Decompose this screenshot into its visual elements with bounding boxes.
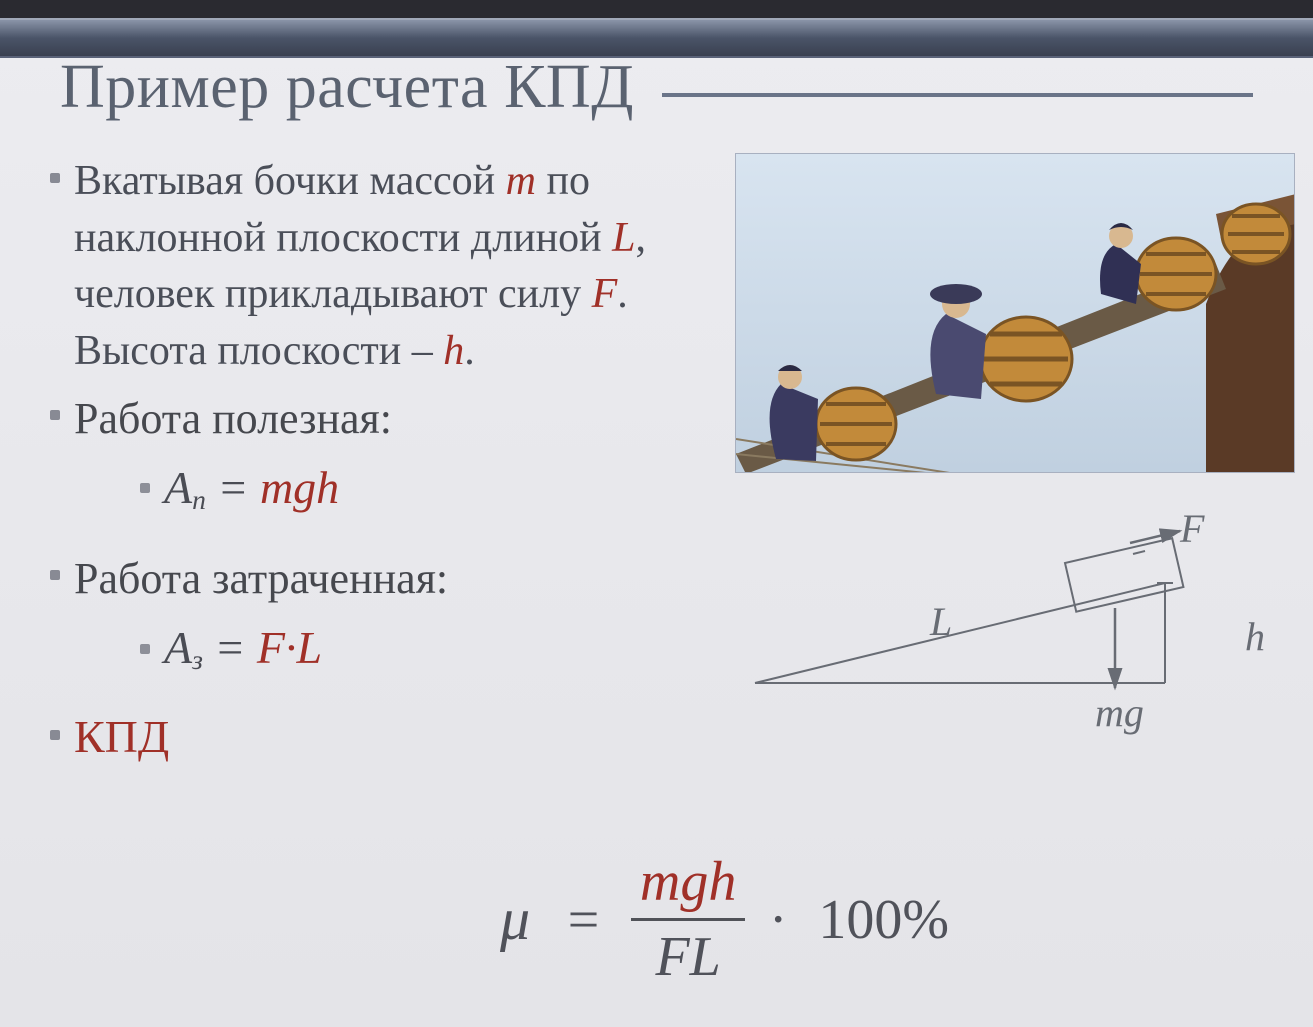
person-middle (930, 284, 1072, 401)
inclined-plane-diagram: L F h mg (735, 513, 1295, 713)
spent-work-formula-row: Aз = F·L (140, 621, 705, 676)
kpd-bullet: КПД (50, 710, 705, 763)
spent-work-label: Работа затраченная: (74, 550, 448, 607)
spent-work-bullet: Работа затраченная: (50, 550, 705, 607)
barrel-top (1222, 204, 1290, 264)
var-m: m (506, 158, 536, 204)
useful-work-bullet: Работа полезная: (50, 390, 705, 447)
mu-symbol: μ (500, 885, 530, 954)
formula-percent: 100% (818, 888, 949, 952)
formula-lhs-sym: A (164, 462, 192, 513)
diagram-label-L: L (930, 598, 952, 645)
bullet-dot-icon (140, 483, 150, 493)
diagram-label-h: h (1245, 613, 1265, 660)
var-L: L (612, 215, 635, 261)
formula-rhs: mgh (260, 462, 339, 513)
illustration-svg (736, 154, 1295, 473)
intro-part-0: Вкатывая бочки массой (74, 158, 506, 204)
useful-work-formula-row: Aп = mgh (140, 461, 705, 516)
bullet-dot-icon (50, 570, 60, 580)
barrel-ramp-illustration (735, 153, 1295, 473)
spent-work-formula: Aз = F·L (164, 621, 322, 676)
title-rule (662, 93, 1253, 97)
bullet-dot-icon (50, 173, 60, 183)
intro-text: Вкатывая бочки массой m по наклонной пло… (74, 153, 705, 380)
intro-part-4: . (464, 328, 475, 374)
left-column: Вкатывая бочки массой m по наклонной пло… (50, 153, 705, 773)
title-row: Пример расчета КПД (0, 52, 1313, 123)
slide-title: Пример расчета КПД (60, 52, 634, 123)
formula-lhs-sub: з (192, 644, 203, 675)
useful-work-formula: Aп = mgh (164, 461, 339, 516)
fraction-denominator: FL (631, 918, 744, 989)
formula-eq: = (564, 888, 602, 952)
formula-lhs-sym: A (164, 622, 192, 673)
bullet-dot-icon (50, 730, 60, 740)
formula-rhs: F·L (257, 622, 322, 673)
var-F: F (592, 271, 618, 317)
diagram-hypotenuse (755, 583, 1165, 683)
right-column: L F h mg (735, 153, 1295, 773)
kpd-label: КПД (74, 710, 169, 763)
diagram-label-F: F (1180, 505, 1204, 552)
person-bottom (770, 365, 896, 461)
formula-dot: · (770, 888, 784, 952)
slide: Пример расчета КПД Вкатывая бочки массой… (0, 0, 1313, 1027)
formula-lhs-sub: п (192, 484, 206, 515)
fraction-numerator: mgh (628, 850, 748, 918)
content-area: Вкатывая бочки массой m по наклонной пло… (0, 123, 1313, 773)
bullet-dot-icon (50, 410, 60, 420)
efficiency-formula: μ = mgh FL · 100% (500, 850, 949, 989)
formula-eq: = (203, 622, 257, 673)
F-back-tick (1133, 551, 1145, 554)
person-top (1100, 223, 1216, 310)
diagram-label-mg: mg (1095, 689, 1144, 736)
formula-fraction: mgh FL (628, 850, 748, 989)
useful-work-label: Работа полезная: (74, 390, 392, 447)
intro-bullet: Вкатывая бочки массой m по наклонной пло… (50, 153, 705, 380)
var-h: h (443, 328, 464, 374)
top-bar (0, 0, 1313, 18)
diagram-svg (735, 513, 1295, 733)
bullet-dot-icon (140, 644, 150, 654)
formula-eq: = (206, 462, 260, 513)
